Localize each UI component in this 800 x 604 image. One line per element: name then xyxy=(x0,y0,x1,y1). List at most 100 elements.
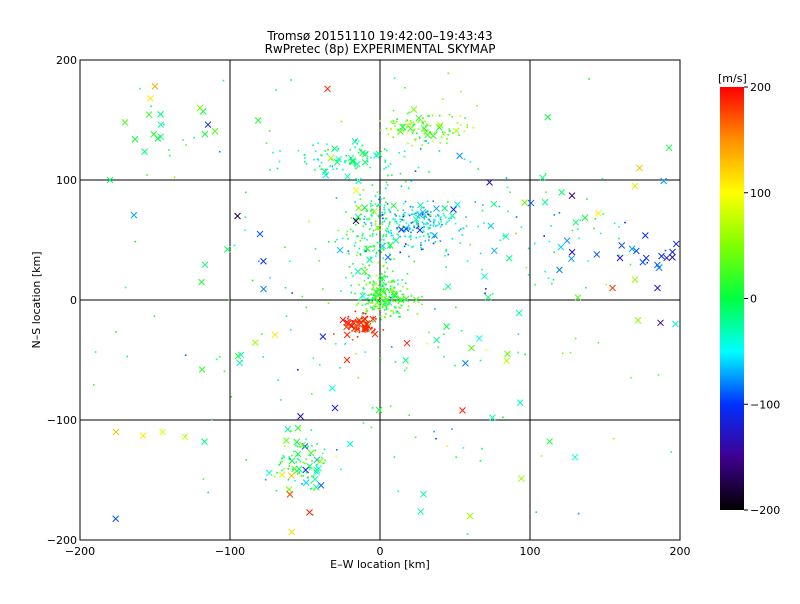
echo-dot xyxy=(350,291,353,294)
echo-dot xyxy=(411,130,413,133)
echo-dot xyxy=(308,466,311,469)
echo-dot xyxy=(335,449,338,451)
echo-dot xyxy=(437,346,440,349)
echo-dot xyxy=(371,215,373,217)
echo-dot xyxy=(369,256,372,259)
echo-dot xyxy=(380,295,383,298)
echo-cross xyxy=(375,406,383,414)
echo-dot xyxy=(361,313,364,315)
echo-dot xyxy=(428,331,430,334)
echo-cross xyxy=(574,294,582,301)
echo-dot xyxy=(552,278,555,281)
echo-dot xyxy=(363,237,366,239)
echo-cross xyxy=(443,323,450,330)
echo-dot xyxy=(308,220,310,223)
echo-dot xyxy=(414,139,416,141)
echo-dot xyxy=(411,221,414,224)
echo-dot xyxy=(464,117,466,119)
echo-dot xyxy=(352,275,354,277)
echo-dot xyxy=(382,282,385,284)
echo-cross xyxy=(307,449,315,457)
echo-dot xyxy=(374,203,377,205)
echo-dot xyxy=(380,318,383,321)
echo-dot xyxy=(361,317,363,320)
echo-dot xyxy=(398,312,400,314)
echo-dot xyxy=(389,246,391,248)
echo-dot xyxy=(481,268,483,271)
echo-dot xyxy=(440,221,443,223)
echo-cross xyxy=(505,254,513,262)
echo-dot xyxy=(569,351,572,354)
echo-dot xyxy=(385,305,387,307)
echo-dot xyxy=(456,122,459,124)
echo-cross xyxy=(237,351,245,359)
echo-cross xyxy=(672,320,679,328)
echo-dot xyxy=(291,292,293,294)
echo-dot xyxy=(427,218,430,220)
echo-cross xyxy=(286,491,294,498)
echo-dot xyxy=(445,266,448,268)
echo-dot xyxy=(361,234,364,237)
echo-dot xyxy=(540,455,543,457)
echo-dot xyxy=(279,150,281,152)
echo-dot xyxy=(381,214,384,216)
echo-dot xyxy=(428,239,430,241)
y-tick-label: 0 xyxy=(70,294,77,307)
echo-dot xyxy=(463,130,466,132)
echo-dot xyxy=(383,197,385,200)
echo-dot xyxy=(404,243,407,245)
echo-dot xyxy=(553,214,556,216)
echo-dot xyxy=(394,361,397,363)
echo-dot xyxy=(399,127,401,130)
echo-dot xyxy=(441,98,444,100)
echo-dot xyxy=(385,229,387,232)
echo-dot xyxy=(479,252,482,255)
echo-dot xyxy=(354,319,357,321)
echo-dot xyxy=(275,89,278,91)
echo-dot xyxy=(420,248,423,251)
echo-dot xyxy=(387,303,390,305)
echo-dot xyxy=(357,321,359,324)
echo-dot xyxy=(373,248,376,251)
echo-dot xyxy=(393,291,396,293)
echo-dot xyxy=(396,120,398,123)
echo-dot xyxy=(372,298,374,300)
echo-dot xyxy=(299,445,301,448)
echo-dot xyxy=(385,307,388,309)
echo-dot xyxy=(423,218,426,220)
echo-dot xyxy=(296,454,299,457)
echo-dot xyxy=(392,300,395,302)
echo-dot xyxy=(115,331,117,333)
echo-dot xyxy=(418,119,421,122)
echo-dot xyxy=(244,229,246,231)
echo-dot xyxy=(369,234,372,237)
echo-dot xyxy=(410,238,412,241)
echo-dot xyxy=(437,221,440,223)
echo-dot xyxy=(372,286,375,288)
echo-dot xyxy=(302,445,305,448)
echo-dot xyxy=(302,461,305,464)
echo-dot xyxy=(375,302,378,305)
echo-dot xyxy=(492,292,494,295)
echo-dot xyxy=(323,462,325,465)
echo-dot xyxy=(381,306,384,309)
echo-dot xyxy=(397,234,400,236)
echo-dot xyxy=(391,293,393,296)
echo-dot xyxy=(244,216,247,218)
echo-dot xyxy=(372,249,374,252)
echo-dot xyxy=(379,290,382,292)
echo-cross xyxy=(321,168,329,175)
echo-dot xyxy=(379,282,382,285)
echo-dot xyxy=(284,286,287,289)
echo-dot xyxy=(372,212,375,214)
echo-cross xyxy=(556,266,563,274)
echo-cross xyxy=(392,237,400,244)
echo-dot xyxy=(387,230,390,232)
echo-dot xyxy=(272,151,274,154)
echo-dot xyxy=(332,168,334,171)
echo-cross xyxy=(374,224,382,232)
echo-dot xyxy=(355,325,358,328)
echo-dot xyxy=(409,205,412,208)
echo-dot xyxy=(124,286,127,289)
echo-dot xyxy=(396,310,399,313)
